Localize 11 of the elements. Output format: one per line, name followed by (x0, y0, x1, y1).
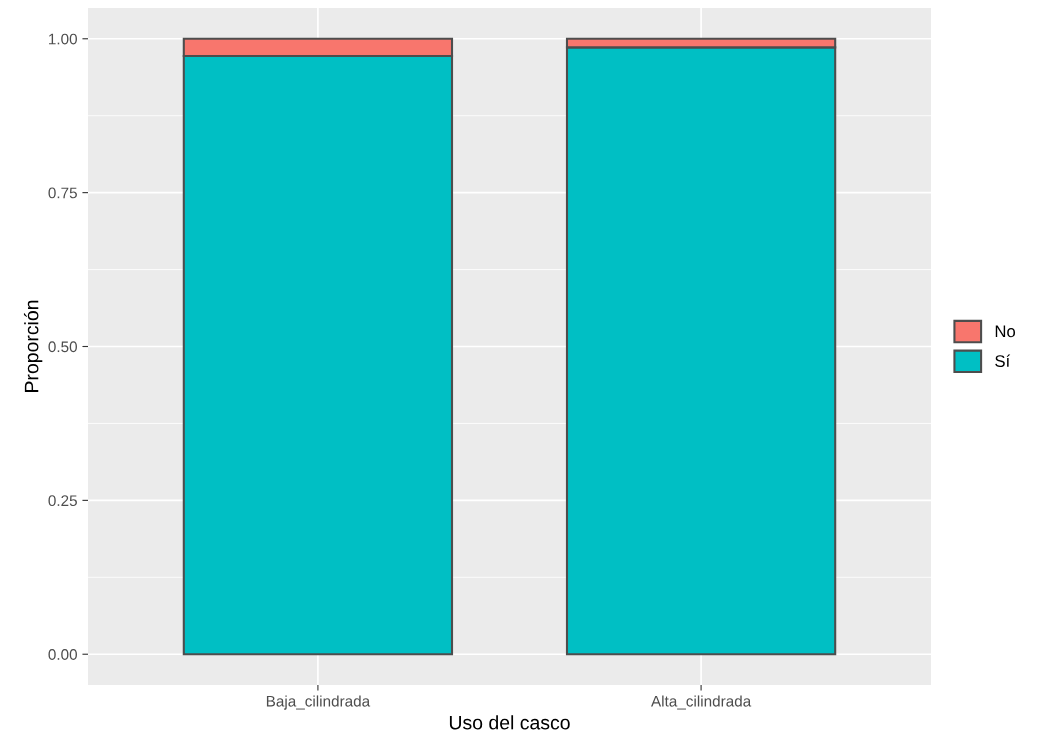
y-tick-label: 0.00 (48, 649, 77, 660)
y-axis-title: Proporción (23, 300, 43, 392)
legend-label: Sí (995, 354, 1011, 367)
y-tick-label: 0.75 (48, 187, 77, 199)
y-tick-label: 0.50 (48, 341, 77, 353)
y-tick-label: 0.25 (48, 495, 77, 507)
x-axis-title: Uso del casco (449, 715, 570, 730)
legend-label: No (995, 325, 1016, 338)
x-tick-label: Alta_cilindrada (651, 695, 752, 710)
y-tick-label: 1.00 (49, 33, 77, 45)
x-tick-label: Baja_cilindrada (266, 695, 371, 710)
